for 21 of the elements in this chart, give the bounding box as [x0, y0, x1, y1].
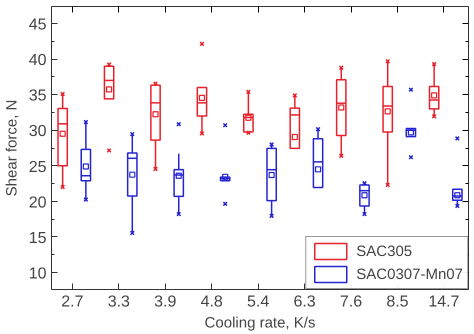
legend-label: SAC305: [356, 242, 412, 260]
y-tick-label: 15: [28, 230, 47, 247]
x-tick-label: 7.6: [340, 294, 362, 310]
x-tick-label: 3.3: [108, 294, 130, 310]
y-axis-title: Shear force, N: [4, 100, 21, 196]
y-tick-label: 30: [28, 123, 47, 140]
y-tick-label: 20: [28, 194, 47, 212]
legend-label: SAC0307-Mn07: [356, 266, 463, 282]
x-tick-label: 3.9: [154, 294, 176, 310]
x-tick-label: 2.7: [61, 294, 84, 310]
y-tick-label: 40: [28, 52, 47, 70]
x-axis-title: Cooling rate, K/s: [204, 314, 316, 332]
y-tick-label: 10: [28, 265, 47, 282]
x-tick-label: 6.3: [293, 294, 316, 310]
x-tick-label: 8.5: [386, 294, 409, 310]
x-tick-label: 5.4: [247, 294, 270, 310]
y-tick-label: 25: [28, 158, 47, 176]
y-tick-label: 45: [28, 16, 47, 34]
x-tick-label: 14.7: [428, 294, 460, 310]
y-tick-label: 35: [28, 88, 47, 105]
x-tick-label: 4.8: [200, 294, 223, 310]
